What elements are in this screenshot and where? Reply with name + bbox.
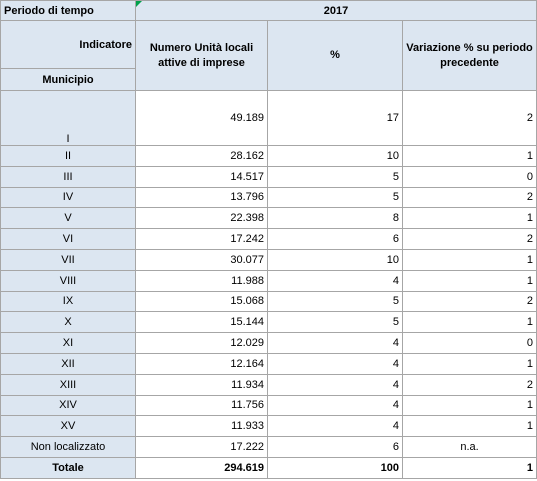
table-row: XI 12.029 4 0 — [0, 332, 537, 354]
value-cell: 17.242 — [135, 228, 268, 250]
value-cell: 14.517 — [135, 165, 268, 188]
value-cell: 10 — [267, 145, 403, 167]
municipio: XIV — [0, 394, 136, 417]
total-value: 1 — [401, 456, 537, 479]
municipio: Non localizzato — [0, 436, 136, 458]
column-header: % — [267, 20, 403, 91]
municipio: I — [0, 90, 136, 146]
header-row: Indicatore Numero Unità locali attive di… — [0, 20, 537, 91]
municipio: V — [0, 207, 136, 230]
total-value: 100 — [267, 456, 403, 479]
municipio: XII — [0, 352, 136, 375]
total-value: 294.619 — [135, 456, 268, 479]
value-cell: 4 — [267, 352, 403, 375]
value-cell: 30.077 — [135, 248, 268, 271]
value-cell: 6 — [267, 436, 403, 458]
table-row: XIV 11.756 4 1 — [0, 394, 537, 417]
value-cell: 28.162 — [135, 145, 268, 167]
municipio: III — [0, 165, 136, 188]
table-row: IV 13.796 5 2 — [0, 186, 537, 209]
value-cell: 1 — [401, 352, 537, 375]
municipio: X — [0, 311, 136, 334]
value-cell: 10 — [267, 248, 403, 271]
value-cell: 15.068 — [135, 290, 268, 313]
value-cell: 1 — [401, 269, 537, 292]
row-label: Municipio — [0, 68, 136, 91]
table-row: V 22.398 8 1 — [0, 207, 537, 230]
municipio: VII — [0, 248, 136, 271]
table-row: X 15.144 5 1 — [0, 311, 537, 334]
municipio: XI — [0, 332, 136, 354]
value-cell: 2 — [401, 90, 537, 146]
table-row: XV 11.933 4 1 — [0, 415, 537, 438]
value-cell: 13.796 — [135, 186, 268, 209]
value-cell: 11.756 — [135, 394, 268, 417]
table-row: I 49.189 17 2 — [0, 90, 537, 146]
value-cell: 0 — [401, 332, 537, 354]
value-cell: 4 — [267, 332, 403, 354]
column-header: Variazione % su periodo precedente — [401, 20, 537, 91]
value-cell: 22.398 — [135, 207, 268, 230]
municipio: VIII — [0, 269, 136, 292]
total-row: Totale 294.619 100 1 — [0, 456, 537, 479]
table-row: XII 12.164 4 1 — [0, 352, 537, 375]
value-cell: 2 — [401, 186, 537, 209]
value-cell: 1 — [401, 248, 537, 271]
value-cell: 4 — [267, 373, 403, 396]
value-cell: 1 — [401, 207, 537, 230]
table-row: XIII 11.934 4 2 — [0, 373, 537, 396]
value-cell: 6 — [267, 228, 403, 250]
value-cell: n.a. — [401, 436, 537, 458]
value-cell: 4 — [267, 394, 403, 417]
municipio: IX — [0, 290, 136, 313]
municipio: II — [0, 145, 136, 167]
value-cell: 11.988 — [135, 269, 268, 292]
table-row: VI 17.242 6 2 — [0, 228, 537, 250]
table-row: II 28.162 10 1 — [0, 145, 537, 167]
value-cell: 1 — [401, 415, 537, 438]
total-label: Totale — [0, 456, 136, 479]
municipio: IV — [0, 186, 136, 209]
value-cell: 5 — [267, 290, 403, 313]
column-header: Numero Unità locali attive di imprese — [135, 20, 268, 91]
indicator-label: Indicatore — [0, 20, 136, 69]
value-cell: 12.029 — [135, 332, 268, 354]
table-row: VII 30.077 10 1 — [0, 248, 537, 271]
value-cell: 17 — [267, 90, 403, 146]
value-cell: 5 — [267, 186, 403, 209]
year: 2017 — [134, 0, 537, 21]
table-row: III 14.517 5 0 — [0, 165, 537, 188]
table-row: Non localizzato 17.222 6 n.a. — [0, 436, 537, 458]
municipio: XV — [0, 415, 136, 438]
value-cell: 2 — [401, 373, 537, 396]
value-cell: 1 — [401, 145, 537, 167]
value-cell: 1 — [401, 311, 537, 334]
value-cell: 17.222 — [135, 436, 268, 458]
table-row: IX 15.068 5 2 — [0, 290, 537, 313]
table-body: I 49.189 17 2 II 28.162 10 1 III 14.517 5 0 IV 13.796… — [0, 90, 537, 479]
value-cell: 8 — [267, 207, 403, 230]
period-label: Periodo di tempo — [0, 0, 136, 21]
table-row: VIII 11.988 4 1 — [0, 269, 537, 292]
value-cell: 0 — [401, 165, 537, 188]
value-cell: 12.164 — [135, 352, 268, 375]
value-cell: 4 — [267, 415, 403, 438]
municipio: XIII — [0, 373, 136, 396]
value-cell: 15.144 — [135, 311, 268, 334]
value-cell: 11.933 — [135, 415, 268, 438]
value-cell: 1 — [401, 394, 537, 417]
header-row: Periodo di tempo 2017 — [0, 0, 537, 21]
header-row: Municipio — [0, 68, 537, 91]
value-cell: 4 — [267, 269, 403, 292]
value-cell: 5 — [267, 165, 403, 188]
value-cell: 49.189 — [135, 90, 268, 146]
value-cell: 5 — [267, 311, 403, 334]
value-cell: 2 — [401, 228, 537, 250]
municipio: VI — [0, 228, 136, 250]
value-cell: 2 — [401, 290, 537, 313]
value-cell: 11.934 — [135, 373, 268, 396]
